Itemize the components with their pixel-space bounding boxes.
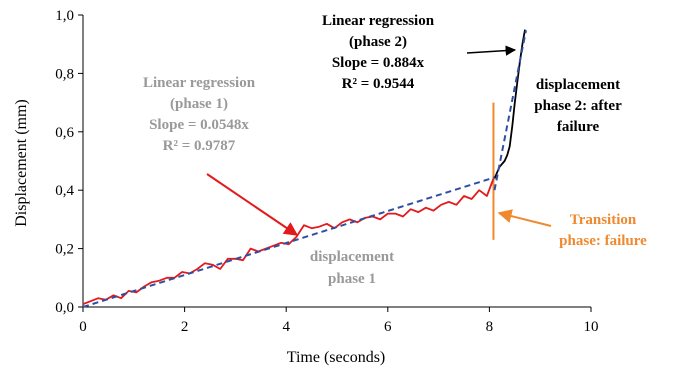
series-line-4 (493, 30, 527, 191)
annotation-line: phase 1 (328, 271, 376, 287)
x-tick-label: 10 (584, 319, 599, 335)
arrow-transition (497, 209, 552, 227)
x-tick-label: 2 (181, 319, 189, 335)
annotation-line: Slope = 0.0548x (149, 117, 249, 133)
x-tick-label: 0 (79, 319, 87, 335)
y-tick-label: 1,0 (55, 8, 74, 24)
annotations: Linear regression (phase 1) Slope = 0.0548… (143, 13, 647, 287)
annotation-reg1: Linear regression (phase 1) Slope = 0.0548… (143, 75, 256, 154)
annotation-line: R² = 0.9787 (163, 138, 236, 154)
annotation-line: displacement (536, 77, 620, 93)
y-tick-label: 0,4 (55, 183, 74, 199)
annotation-line: Transition (570, 212, 637, 228)
annotation-line: R² = 0.9544 (342, 76, 415, 92)
annotation-line: Linear regression (143, 75, 256, 91)
y-tick-label: 0,0 (55, 300, 74, 316)
x-tick-label: 4 (282, 319, 290, 335)
axes: 0,0 0,2 0,4 0,6 0,8 1,0 0 2 4 6 8 10 (55, 8, 598, 335)
series-lines (82, 29, 527, 308)
y-tick-label: 0,2 (55, 242, 74, 258)
y-tick-label: 0,6 (55, 125, 74, 141)
annotation-line: displacement (310, 249, 394, 265)
x-tick-label: 6 (384, 319, 392, 335)
x-tick-label: 8 (486, 319, 494, 335)
annotation-disp1: displacement phase 1 (310, 249, 394, 287)
annotation-line: Linear regression (322, 13, 435, 29)
y-axis-title: Displacement (mm) (13, 99, 30, 227)
annotation-disp2: displacement phase 2: after failure (534, 77, 622, 135)
annotation-line: Slope = 0.884x (332, 55, 425, 71)
series-line-2 (493, 29, 526, 179)
annotation-line: phase: failure (559, 233, 647, 249)
series-line-3 (82, 176, 495, 308)
arrow-phase2-regression (466, 45, 517, 56)
annotation-line: phase 2: after (534, 98, 622, 114)
annotation-line: (phase 1) (170, 96, 228, 112)
y-tick-label: 0,8 (55, 66, 74, 82)
annotation-line: failure (557, 119, 600, 135)
annotation-reg2: Linear regression (phase 2) Slope = 0.884x… (322, 13, 435, 92)
arrow-phase1-regression (206, 173, 299, 236)
annotation-arrows (206, 45, 552, 236)
x-axis-title: Time (seconds) (287, 349, 386, 366)
annotation-line: (phase 2) (349, 34, 407, 50)
series-line-1 (82, 178, 495, 305)
annotation-trans: Transition phase: failure (559, 212, 647, 249)
